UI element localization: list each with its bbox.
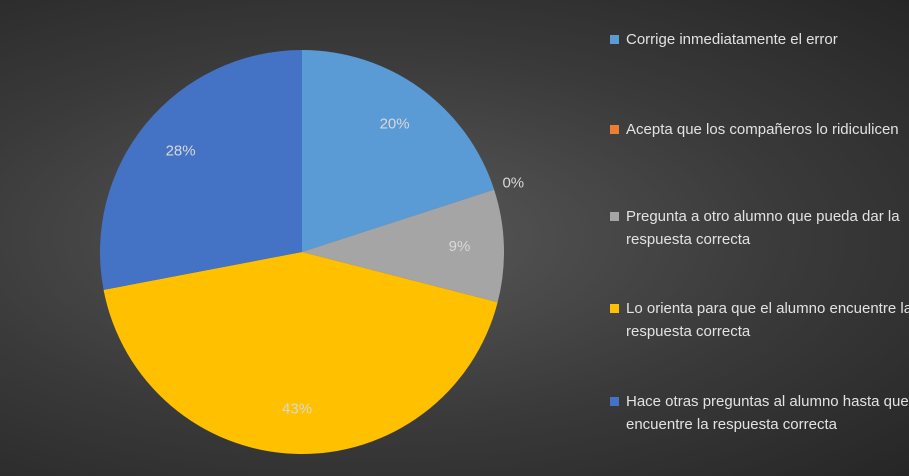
- pie-slice: [103, 252, 498, 454]
- legend-item: Hace otras preguntas al alumno hasta que…: [610, 390, 909, 436]
- pie-slice: [302, 50, 495, 252]
- legend-label: Hace otras preguntas al alumno hasta que…: [626, 393, 909, 433]
- legend-swatch: [610, 212, 619, 221]
- legend-item: Acepta que los compañeros lo ridiculicen: [610, 118, 909, 141]
- data-label: 20%: [380, 116, 410, 133]
- legend-label: Pregunta a otro alumno que pueda dar la …: [626, 208, 900, 248]
- legend-swatch: [610, 35, 619, 44]
- legend-label: Corrige inmediatamente el error: [626, 31, 838, 48]
- pie-slice: [302, 189, 504, 303]
- legend-swatch: [610, 397, 619, 406]
- legend-item: Pregunta a otro alumno que pueda dar la …: [610, 205, 909, 251]
- data-label: 9%: [449, 238, 471, 255]
- legend-swatch: [610, 304, 619, 313]
- legend-item: Corrige inmediatamente el error: [610, 28, 909, 51]
- data-label: 43%: [282, 400, 312, 417]
- legend-item: Lo orienta para que el alumno encuentre …: [610, 297, 909, 343]
- legend-label: Lo orienta para que el alumno encuentre …: [626, 300, 909, 340]
- legend-label: Acepta que los compañeros lo ridiculicen: [626, 121, 899, 138]
- pie-slice: [99, 50, 302, 290]
- data-label: 28%: [166, 143, 196, 160]
- data-label: 0%: [502, 174, 524, 191]
- legend-swatch: [610, 125, 619, 134]
